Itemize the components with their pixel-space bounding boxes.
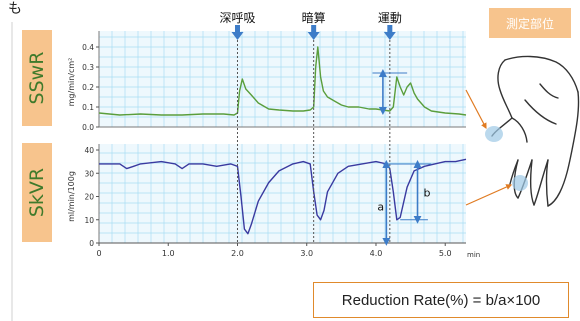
marker-a-label: a [377, 200, 384, 213]
sswr-y-tick-label: 0.3 [82, 63, 94, 72]
event-label: 運動 [378, 11, 402, 25]
skvr-y-tick-label: 20 [84, 193, 94, 202]
hand-outline [529, 159, 535, 206]
sswr-series-line [98, 46, 467, 116]
event-arrow [383, 25, 396, 40]
site-tag-label: 測定部位 [506, 16, 554, 31]
hand-outline [545, 159, 549, 207]
x-tick-label: 1.0 [162, 249, 175, 258]
formula-text: Reduction Rate(%) = b/a×100 [341, 291, 541, 309]
hand-outline [539, 83, 559, 99]
hand-outline [511, 117, 528, 143]
event-label: 深呼吸 [219, 11, 255, 25]
sswr-y-tick-label: 0.1 [82, 103, 94, 112]
skvr-y-tick-label: 10 [84, 216, 94, 225]
site-tag [489, 8, 571, 38]
skvr-y-axis-label: ml/min/100g [67, 171, 76, 222]
hand-outline [504, 55, 579, 93]
hand-outline [524, 99, 557, 125]
x-tick-label: 2.0 [231, 249, 244, 258]
skvr-y-tick-label: 0 [89, 239, 94, 248]
event-label: 暗算 [302, 10, 326, 25]
palm-sensor [485, 126, 503, 142]
skvr-series-line [99, 158, 467, 235]
hand-outline [509, 159, 519, 185]
skvr-plot-area [99, 144, 466, 243]
sswr-y-axis-label: mg/min/cm² [67, 58, 76, 107]
skvr-site-pointer [465, 184, 513, 206]
sswr-y-tick-label: 0.0 [82, 123, 94, 132]
skvr-tag-label: SkVR [26, 168, 48, 217]
sswr-tag [22, 30, 52, 126]
hand-outline [497, 59, 513, 119]
sswr-site-pointer [465, 89, 487, 130]
sswr-tag-label: SSwR [26, 52, 48, 105]
x-axis-label: min [467, 251, 480, 259]
x-tick-label: 5.0 [439, 249, 452, 258]
skvr-y-tick-label: 30 [84, 169, 94, 178]
hand-outline [547, 91, 580, 207]
skvr-y-tick-label: 40 [84, 146, 94, 155]
header-fragment: も [8, 1, 22, 17]
sswr-y-tick-label: 0.2 [82, 83, 94, 92]
hand-outline [533, 159, 549, 206]
finger-sensor [512, 175, 528, 191]
marker-b-label: b [424, 187, 431, 200]
sswr-y-tick-label: 0.4 [82, 43, 94, 52]
event-arrow [307, 25, 320, 40]
skvr-tag [22, 143, 52, 242]
x-tick-label: 3.0 [300, 249, 313, 258]
x-tick-label: 4.0 [370, 249, 383, 258]
x-tick-label: 0 [96, 249, 101, 258]
event-arrow [231, 25, 244, 40]
reduction-rate-formula: Reduction Rate(%) = b/a×100 [313, 282, 569, 318]
